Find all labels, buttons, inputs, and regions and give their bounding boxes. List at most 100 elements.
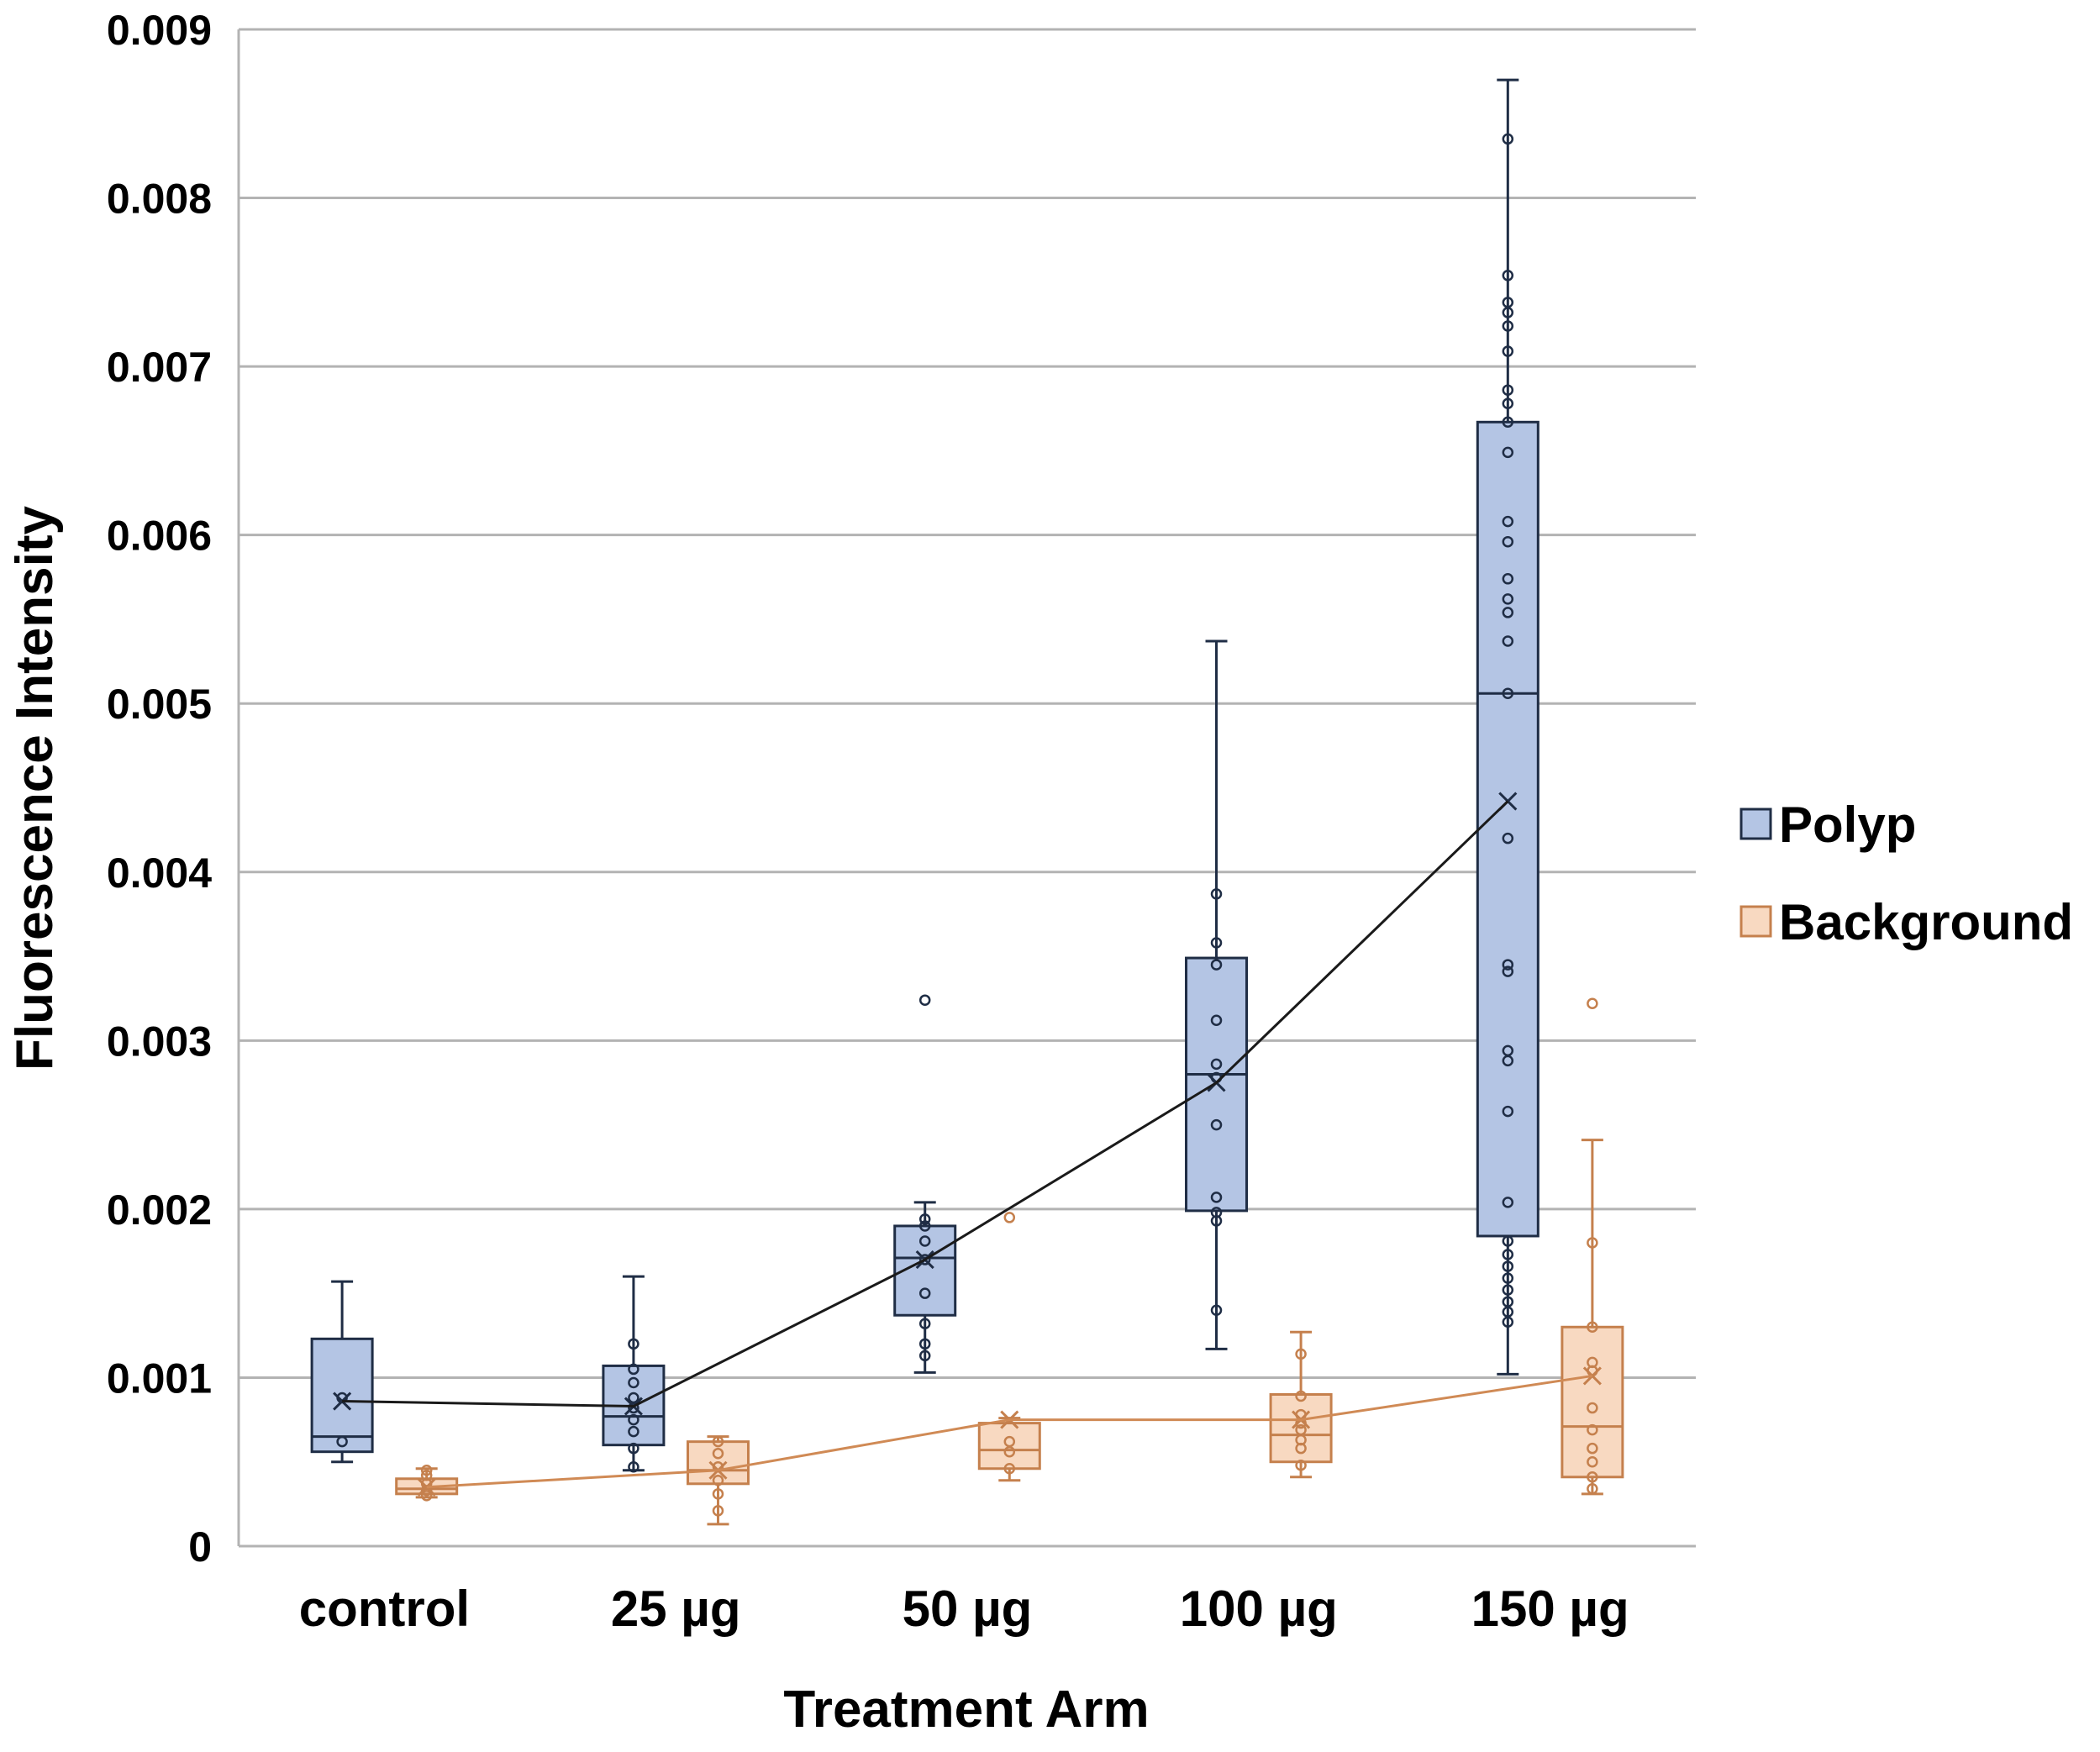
- box-polyp-50-g: [893, 994, 957, 1374]
- x-tick-label: 100 µg: [1180, 1581, 1338, 1637]
- data-point: [1587, 1356, 1598, 1369]
- data-point: [420, 1470, 433, 1481]
- data-point: [1502, 535, 1514, 548]
- data-point: [712, 1475, 724, 1486]
- data-point: [1502, 270, 1514, 281]
- data-point: [1502, 1272, 1514, 1284]
- y-tick-label: 0.002: [107, 1186, 212, 1234]
- data-point: [918, 1235, 931, 1247]
- data-point: [1502, 1105, 1514, 1118]
- data-point: [1502, 446, 1514, 459]
- data-point: [1003, 1462, 1016, 1475]
- box-background-25-g: [686, 1435, 750, 1526]
- data-point: [1587, 1455, 1598, 1468]
- data-point: [1502, 1296, 1514, 1307]
- data-point: [1502, 1044, 1514, 1057]
- data-point: [336, 1435, 348, 1448]
- data-point: [1502, 1235, 1514, 1247]
- x-tick-label: 50 µg: [903, 1581, 1033, 1637]
- data-point: [628, 1442, 639, 1455]
- data-point: [918, 1350, 931, 1362]
- y-axis-title: Fluorescence Intensity: [6, 506, 64, 1071]
- data-point: [1210, 937, 1223, 949]
- x-axis-ticks: control 25 µg 50 µg 100 µg 150 µg: [299, 1581, 1629, 1637]
- data-point: [1210, 1207, 1223, 1218]
- data-point: [1502, 1197, 1514, 1208]
- data-point: [918, 1287, 931, 1299]
- data-point: [712, 1435, 724, 1448]
- y-tick-label: 0.007: [107, 344, 212, 391]
- data-point: [628, 1376, 639, 1389]
- data-point: [420, 1465, 433, 1476]
- series-background: [395, 997, 1624, 1526]
- data-point: [1003, 1212, 1016, 1223]
- y-tick-label: 0.006: [107, 513, 212, 560]
- box-iqr: [1561, 1325, 1624, 1479]
- data-point: [918, 1338, 931, 1350]
- mean-line-polyp: [342, 800, 1509, 1408]
- y-tick-label: 0.004: [107, 850, 212, 897]
- box-background-150-g: [1561, 997, 1624, 1496]
- data-point: [918, 1220, 931, 1232]
- data-point: [1003, 1435, 1016, 1448]
- data-point: [1502, 384, 1514, 396]
- legend: Polyp Background: [1739, 797, 2073, 950]
- data-point: [1502, 297, 1514, 308]
- legend-label-polyp: Polyp: [1779, 797, 1916, 853]
- data-point: [1502, 1284, 1514, 1296]
- data-point: [628, 1413, 639, 1426]
- data-point: [918, 1254, 931, 1265]
- data-point: [712, 1505, 724, 1517]
- data-point: [1502, 1260, 1514, 1272]
- data-point: [1502, 687, 1514, 699]
- data-point: [712, 1488, 724, 1500]
- y-tick-label: 0.005: [107, 681, 212, 728]
- box-polyp-25-g: [602, 1275, 666, 1473]
- data-point: [1502, 515, 1514, 528]
- data-point: [1502, 345, 1514, 357]
- y-tick-label: 0.008: [107, 176, 212, 223]
- x-tick-label: 150 µg: [1471, 1581, 1629, 1637]
- mean-line-background: [426, 1374, 1593, 1489]
- data-point: [712, 1447, 724, 1460]
- mean-marker: [333, 1392, 352, 1411]
- legend-swatch-background: [1739, 905, 1772, 938]
- data-point: [1295, 1459, 1307, 1471]
- legend-label-background: Background: [1779, 894, 2073, 950]
- data-point: [1210, 1118, 1223, 1131]
- mean-marker: [417, 1477, 436, 1497]
- data-point: [1587, 1321, 1598, 1334]
- box-iqr: [310, 1337, 374, 1454]
- data-point: [628, 1460, 639, 1473]
- data-point: [1210, 1014, 1223, 1027]
- data-point: [1210, 1058, 1223, 1071]
- data-point: [1210, 888, 1223, 900]
- data-point: [420, 1490, 433, 1502]
- mean-lines: [342, 800, 1593, 1489]
- data-point: [1587, 1237, 1598, 1249]
- box-series: [310, 78, 1624, 1526]
- legend-swatch-polyp: [1739, 808, 1772, 840]
- box-polyp-100-g: [1185, 639, 1249, 1350]
- data-point: [628, 1338, 639, 1350]
- data-point: [1502, 965, 1514, 977]
- x-tick-label: control: [299, 1581, 470, 1637]
- data-point: [1587, 1423, 1598, 1436]
- data-point: [1502, 320, 1514, 332]
- mean-marker: [1582, 1366, 1602, 1386]
- data-point: [1210, 1304, 1223, 1316]
- data-point: [1502, 133, 1514, 145]
- data-point: [1210, 1192, 1223, 1203]
- data-point: [1587, 997, 1598, 1009]
- data-point: [1502, 832, 1514, 844]
- data-point: [1295, 1390, 1307, 1402]
- x-axis-title: Treatment Arm: [783, 1681, 1149, 1739]
- data-point: [628, 1392, 639, 1404]
- y-tick-label: 0.009: [107, 7, 212, 54]
- data-point: [918, 1318, 931, 1330]
- gridlines: [239, 28, 1696, 1548]
- y-tick-label: 0: [188, 1523, 212, 1570]
- data-point: [1502, 397, 1514, 409]
- data-point: [1502, 959, 1514, 971]
